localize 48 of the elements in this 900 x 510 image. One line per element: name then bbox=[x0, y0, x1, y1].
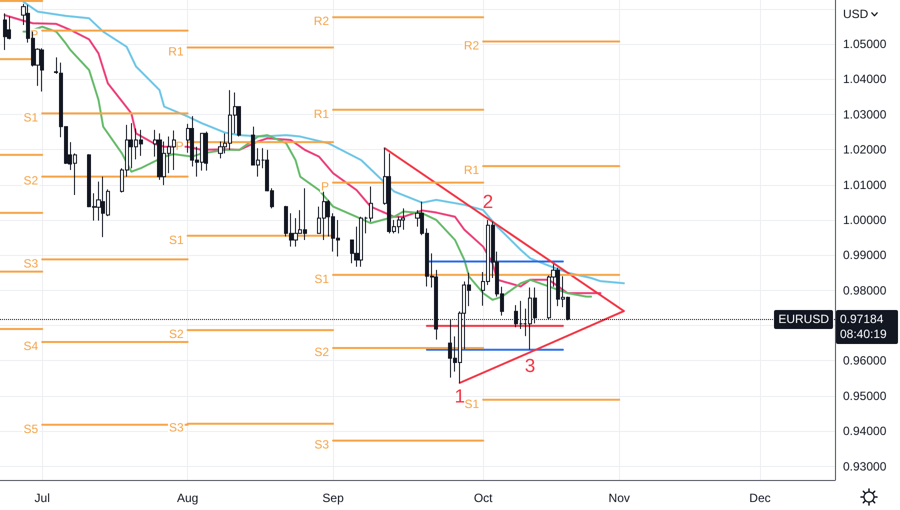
y-tick-label: 0.98000 bbox=[843, 283, 887, 298]
y-tick-label: 0.95000 bbox=[843, 388, 887, 403]
line-series bbox=[384, 147, 625, 384]
series-label: R1 bbox=[464, 163, 480, 178]
series-label: S3 bbox=[24, 256, 39, 270]
annotation: 3 bbox=[524, 356, 536, 377]
y-axis-title: USD bbox=[843, 7, 868, 21]
series-label: R2 bbox=[464, 38, 480, 53]
candlestick bbox=[3, 12, 7, 50]
series-label: R1 bbox=[314, 106, 330, 121]
y-tick-label: 1.02000 bbox=[843, 142, 887, 157]
x-tick-label: Sep bbox=[322, 491, 344, 505]
y-tick-label: 1.05000 bbox=[843, 36, 887, 51]
series-label: S2 bbox=[314, 345, 330, 360]
candlestick bbox=[401, 208, 405, 230]
ref-line-label: EURUSD bbox=[774, 310, 833, 329]
annotation: 2 bbox=[482, 192, 494, 214]
series-label: S1 bbox=[168, 232, 184, 247]
x-tick-label: Nov bbox=[608, 491, 630, 505]
series-label: S1 bbox=[314, 272, 330, 286]
series-label: S2 bbox=[168, 327, 184, 342]
series-label: P bbox=[321, 180, 330, 194]
y-tick-label: 1.03000 bbox=[843, 107, 887, 122]
text: 0.97184 bbox=[840, 312, 884, 327]
series-label: S3 bbox=[314, 438, 330, 452]
y-tick-label: 0.96000 bbox=[843, 354, 887, 368]
series-label: R2 bbox=[314, 14, 330, 28]
data-label: S3 bbox=[168, 420, 184, 435]
y-tick-label: 1.00000 bbox=[843, 212, 887, 227]
annotation: 1 bbox=[454, 386, 466, 408]
y-tick-label: 0.94000 bbox=[843, 424, 887, 438]
y-tick-label: 0.93000 bbox=[843, 459, 887, 474]
x-tick-label: Oct bbox=[474, 491, 494, 505]
series-label: S1 bbox=[24, 110, 39, 124]
series-label: R1 bbox=[168, 44, 184, 59]
series-label: P bbox=[176, 139, 184, 154]
y-tick-label: 1.01000 bbox=[843, 178, 887, 192]
series-label: S2 bbox=[24, 174, 39, 188]
series-label: S1 bbox=[464, 396, 480, 411]
x-tick-label: Jul bbox=[34, 491, 50, 505]
y-tick-label: 1.04000 bbox=[843, 72, 887, 86]
y-tick-label: 0.99000 bbox=[843, 248, 887, 262]
candlestick bbox=[204, 131, 208, 172]
data-label: S5 bbox=[24, 422, 39, 436]
text: 08:40:19 bbox=[840, 326, 888, 342]
series-label: S4 bbox=[24, 339, 39, 354]
x-tick-label: Aug bbox=[176, 491, 198, 505]
x-tick-label: Dec bbox=[749, 491, 771, 505]
